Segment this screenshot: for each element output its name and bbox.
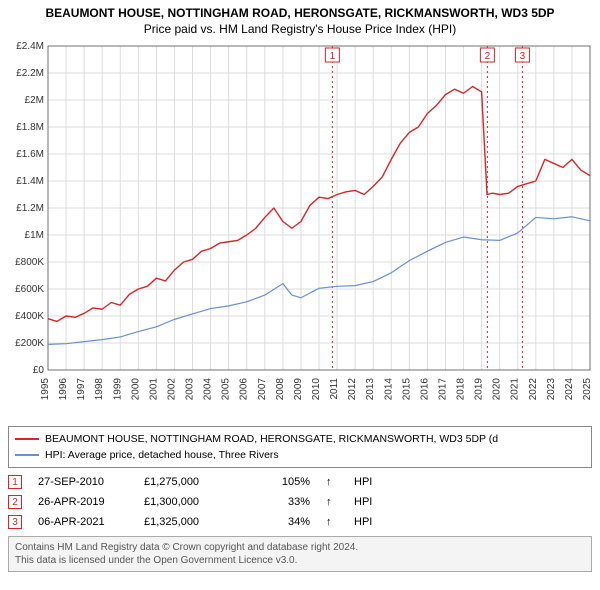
svg-text:£1.4M: £1.4M xyxy=(16,176,44,187)
event-marker-box: 1 xyxy=(8,475,22,489)
legend-swatch xyxy=(15,454,39,456)
svg-text:£2.4M: £2.4M xyxy=(16,41,44,52)
svg-text:2002: 2002 xyxy=(166,378,177,401)
event-marker-box: 3 xyxy=(8,515,22,529)
svg-text:3: 3 xyxy=(520,51,526,62)
chart-subtitle: Price paid vs. HM Land Registry's House … xyxy=(0,20,600,40)
legend-label: HPI: Average price, detached house, Thre… xyxy=(45,449,279,461)
legend-item: HPI: Average price, detached house, Thre… xyxy=(15,447,585,463)
event-row: 1 27-SEP-2010 £1,275,000 105% ↑ HPI xyxy=(8,472,592,492)
svg-text:2003: 2003 xyxy=(185,378,196,401)
svg-text:2012: 2012 xyxy=(347,378,358,401)
svg-text:2016: 2016 xyxy=(419,378,430,401)
svg-text:£1M: £1M xyxy=(25,230,44,241)
event-date: 06-APR-2021 xyxy=(38,516,128,528)
svg-text:£1.6M: £1.6M xyxy=(16,149,44,160)
svg-text:1: 1 xyxy=(330,51,336,62)
event-tag: HPI xyxy=(354,496,384,508)
svg-text:1998: 1998 xyxy=(94,378,105,401)
svg-text:2013: 2013 xyxy=(365,378,376,401)
event-row: 3 06-APR-2021 £1,325,000 34% ↑ HPI xyxy=(8,512,592,532)
svg-text:2004: 2004 xyxy=(203,378,214,401)
svg-text:2011: 2011 xyxy=(329,378,340,400)
svg-text:£1.2M: £1.2M xyxy=(16,203,44,214)
svg-text:£2M: £2M xyxy=(25,95,44,106)
svg-text:£0: £0 xyxy=(33,365,45,376)
footer-line-1: Contains HM Land Registry data © Crown c… xyxy=(15,541,585,554)
legend-item: BEAUMONT HOUSE, NOTTINGHAM ROAD, HERONSG… xyxy=(15,431,585,447)
event-date: 26-APR-2019 xyxy=(38,496,128,508)
svg-text:1996: 1996 xyxy=(58,378,69,401)
svg-text:2005: 2005 xyxy=(221,378,232,401)
svg-text:2010: 2010 xyxy=(311,378,322,401)
chart-canvas: £0 £200K £400K £600K £800K £1M £1.2M £1.4M £1.6M… xyxy=(0,40,600,420)
svg-text:2025: 2025 xyxy=(582,378,593,401)
svg-text:2014: 2014 xyxy=(383,378,394,401)
footer-box: Contains HM Land Registry data © Crown c… xyxy=(8,536,592,572)
svg-text:2008: 2008 xyxy=(275,378,286,401)
event-tag: HPI xyxy=(354,516,384,528)
up-arrow-icon: ↑ xyxy=(326,496,338,508)
svg-text:2: 2 xyxy=(485,51,491,62)
legend-swatch xyxy=(15,438,39,440)
event-marker-box: 2 xyxy=(8,495,22,509)
svg-text:£200K: £200K xyxy=(15,338,44,349)
svg-text:£600K: £600K xyxy=(15,284,44,295)
svg-text:2022: 2022 xyxy=(528,378,539,401)
svg-text:2017: 2017 xyxy=(437,378,448,401)
legend-label: BEAUMONT HOUSE, NOTTINGHAM ROAD, HERONSG… xyxy=(45,433,498,445)
svg-text:£2.2M: £2.2M xyxy=(16,68,44,79)
svg-text:£400K: £400K xyxy=(15,311,44,322)
event-pct: 34% xyxy=(250,516,310,528)
svg-text:2006: 2006 xyxy=(239,378,250,401)
svg-text:2015: 2015 xyxy=(401,378,412,401)
chart-title: BEAUMONT HOUSE, NOTTINGHAM ROAD, HERONSG… xyxy=(0,0,600,20)
svg-text:2018: 2018 xyxy=(456,378,467,401)
footer-line-2: This data is licensed under the Open Gov… xyxy=(15,554,585,567)
event-date: 27-SEP-2010 xyxy=(38,476,128,488)
svg-text:2007: 2007 xyxy=(257,378,268,401)
event-price: £1,300,000 xyxy=(144,496,234,508)
event-price: £1,325,000 xyxy=(144,516,234,528)
svg-text:£1.8M: £1.8M xyxy=(16,122,44,133)
svg-text:2021: 2021 xyxy=(510,378,521,401)
svg-text:2020: 2020 xyxy=(492,378,503,401)
up-arrow-icon: ↑ xyxy=(326,476,338,488)
svg-text:2024: 2024 xyxy=(564,378,575,401)
event-tag: HPI xyxy=(354,476,384,488)
event-price: £1,275,000 xyxy=(144,476,234,488)
legend-box: BEAUMONT HOUSE, NOTTINGHAM ROAD, HERONSG… xyxy=(8,426,592,468)
event-pct: 33% xyxy=(250,496,310,508)
svg-text:2000: 2000 xyxy=(130,378,141,401)
svg-text:2023: 2023 xyxy=(546,378,557,401)
svg-text:£800K: £800K xyxy=(15,257,44,268)
svg-text:1995: 1995 xyxy=(40,378,51,401)
up-arrow-icon: ↑ xyxy=(326,516,338,528)
svg-text:1997: 1997 xyxy=(76,378,87,401)
events-table: 1 27-SEP-2010 £1,275,000 105% ↑ HPI 2 26-APR-20… xyxy=(8,472,592,532)
event-pct: 105% xyxy=(250,476,310,488)
svg-text:2001: 2001 xyxy=(148,378,159,401)
svg-text:2009: 2009 xyxy=(293,378,304,401)
svg-text:1999: 1999 xyxy=(112,378,123,401)
event-row: 2 26-APR-2019 £1,300,000 33% ↑ HPI xyxy=(8,492,592,512)
svg-text:2019: 2019 xyxy=(474,378,485,401)
